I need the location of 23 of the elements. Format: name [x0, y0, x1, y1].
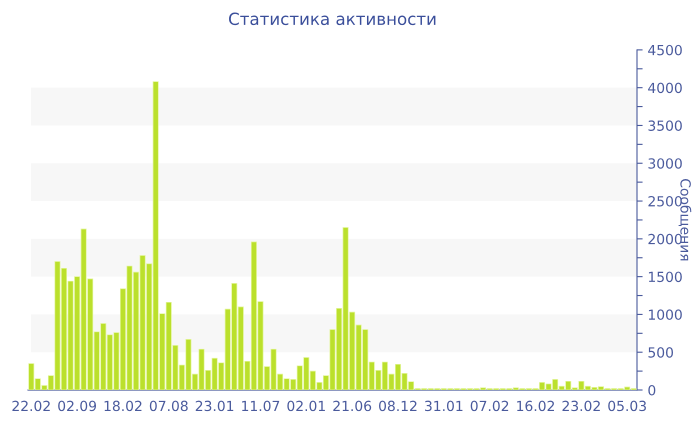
x-tick-label: 02.01 [287, 400, 325, 412]
y-tick-label: 3500 [648, 120, 682, 131]
x-tick-label: 21.06 [333, 400, 372, 412]
y-tick-label: 3000 [648, 158, 682, 169]
x-tick-label: 11.07 [242, 400, 280, 412]
y-tick-label: 4500 [648, 44, 682, 56]
x-tick-label: 23.02 [562, 400, 600, 412]
x-tick-label: 05.03 [608, 400, 646, 412]
y-tick-label: 4000 [648, 82, 682, 94]
x-tick-label: 02.09 [58, 400, 96, 412]
x-tick-label: 31.01 [425, 400, 462, 412]
chart-title: Статистика активности [229, 12, 436, 26]
x-tick-label: 16.02 [517, 400, 554, 412]
x-tick-label: 18.02 [104, 400, 142, 412]
y-tick-label: 1500 [648, 272, 682, 282]
y-tick-label: 500 [648, 347, 674, 358]
y-tick-label: 1000 [648, 309, 682, 320]
x-tick-label: 22.02 [12, 400, 50, 412]
x-tick-label: 08.12 [379, 400, 416, 412]
x-tick-label: 07.02 [470, 400, 508, 412]
x-tick-label: 23.01 [196, 400, 234, 412]
x-tick-label: 07.08 [150, 400, 188, 412]
y-tick-label: 0 [648, 384, 656, 396]
